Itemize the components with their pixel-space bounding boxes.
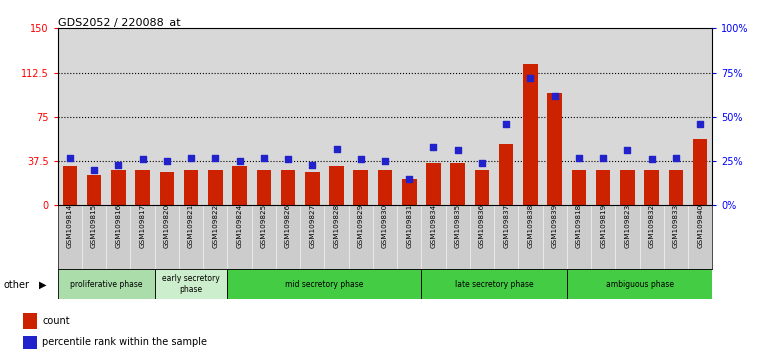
Point	[112, 162, 125, 167]
Bar	[421, 269, 567, 299]
Bar	[693, 139, 708, 205]
Text: count: count	[42, 316, 70, 326]
Point	[427, 144, 440, 150]
Point	[136, 156, 149, 162]
Point	[500, 121, 512, 127]
Bar	[330, 166, 343, 205]
Point	[233, 158, 246, 164]
Bar	[62, 166, 77, 205]
Point	[209, 155, 222, 160]
Bar	[159, 172, 174, 205]
Bar	[227, 269, 421, 299]
Bar	[402, 179, 417, 205]
Bar	[427, 163, 440, 205]
Point	[403, 176, 415, 182]
Bar	[208, 170, 223, 205]
Text: percentile rank within the sample: percentile rank within the sample	[42, 337, 207, 348]
Bar	[155, 269, 227, 299]
Text: other: other	[4, 280, 30, 290]
Point	[282, 156, 294, 162]
Bar	[58, 269, 155, 299]
Point	[645, 156, 658, 162]
Text: proliferative phase: proliferative phase	[70, 280, 142, 289]
Point	[451, 148, 464, 153]
Point	[161, 158, 173, 164]
Bar	[523, 64, 537, 205]
Point	[524, 75, 537, 81]
Point	[258, 155, 270, 160]
Point	[355, 156, 367, 162]
Text: early secretory
phase: early secretory phase	[162, 274, 220, 294]
Bar	[233, 166, 247, 205]
Bar	[547, 93, 562, 205]
Text: late secretory phase: late secretory phase	[455, 280, 534, 289]
Bar	[136, 170, 150, 205]
Bar	[23, 336, 37, 349]
Point	[476, 160, 488, 166]
Text: ambiguous phase: ambiguous phase	[605, 280, 674, 289]
Bar	[256, 170, 271, 205]
Bar	[87, 175, 102, 205]
Point	[548, 93, 561, 98]
Bar	[620, 170, 634, 205]
Text: ▶: ▶	[38, 280, 46, 290]
Bar	[571, 170, 586, 205]
Bar	[184, 170, 199, 205]
Bar	[305, 172, 320, 205]
Point	[185, 155, 197, 160]
Point	[670, 155, 682, 160]
Bar	[378, 170, 392, 205]
Text: GDS2052 / 220088_at: GDS2052 / 220088_at	[58, 17, 180, 28]
Point	[330, 146, 343, 152]
Point	[694, 121, 706, 127]
Bar	[668, 170, 683, 205]
Bar	[596, 170, 611, 205]
Bar	[23, 313, 37, 329]
Point	[306, 162, 319, 167]
Bar	[353, 170, 368, 205]
Text: mid secretory phase: mid secretory phase	[285, 280, 363, 289]
Point	[621, 148, 634, 153]
Bar	[499, 144, 514, 205]
Point	[64, 155, 76, 160]
Bar	[644, 170, 659, 205]
Bar	[450, 163, 465, 205]
Bar	[567, 269, 712, 299]
Point	[573, 155, 585, 160]
Point	[88, 167, 100, 173]
Bar	[474, 170, 489, 205]
Bar	[281, 170, 296, 205]
Point	[379, 158, 391, 164]
Bar	[111, 170, 126, 205]
Point	[597, 155, 609, 160]
